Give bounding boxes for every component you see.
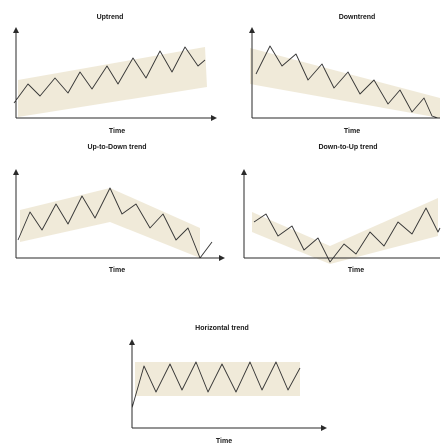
panel-downtrend: Downtrend Time <box>249 14 440 135</box>
price-line <box>255 45 439 119</box>
x-axis-label: Time <box>348 267 364 274</box>
trend-channel <box>20 188 200 258</box>
panel-down-to-up: Down-to-Up trend Time <box>241 144 441 274</box>
panel-title: Down-to-Up trend <box>318 144 377 151</box>
panel-up-to-down: Up-to-Down trend Time <box>13 144 225 274</box>
trend-channel <box>252 198 438 264</box>
panel-title: Downtrend <box>339 14 376 21</box>
trend-channel <box>18 47 207 117</box>
x-axis-label: Time <box>109 267 125 274</box>
price-line <box>131 361 301 409</box>
panel-uptrend: Uptrend Time <box>13 14 217 135</box>
price-line <box>253 207 441 263</box>
x-axis-label: Time <box>216 438 232 445</box>
panel-title: Uptrend <box>97 14 124 21</box>
trend-channel <box>250 48 440 118</box>
price-line <box>17 187 213 259</box>
panel-title: Up-to-Down trend <box>87 144 146 151</box>
price-line <box>13 46 206 104</box>
panel-title: Horizontal trend <box>195 325 249 332</box>
x-axis-label: Time <box>109 128 125 135</box>
panel-horizontal: Horizontal trend Time <box>129 325 327 445</box>
trend-channel <box>135 362 300 396</box>
x-axis-label: Time <box>344 128 360 135</box>
